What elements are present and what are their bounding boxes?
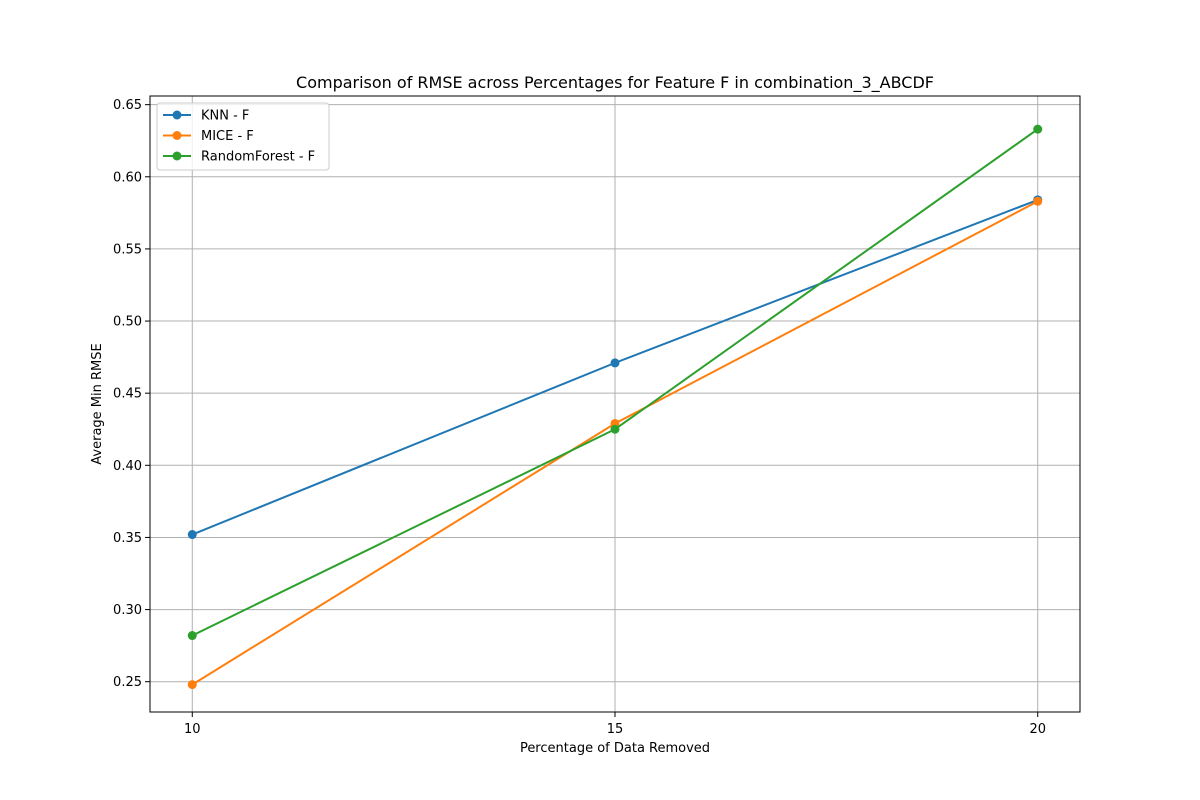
x-tick-label: 20 xyxy=(1029,722,1046,737)
y-tick-label: 0.45 xyxy=(113,387,142,402)
data-point xyxy=(187,680,197,690)
data-point xyxy=(1033,196,1043,206)
data-point xyxy=(610,424,620,434)
y-tick-label: 0.40 xyxy=(113,459,142,474)
legend-item: MICE - F xyxy=(163,129,254,144)
y-tick-label: 0.60 xyxy=(113,170,142,185)
x-axis-label: Percentage of Data Removed xyxy=(520,741,710,756)
legend-label: RandomForest - F xyxy=(201,150,315,165)
y-axis-label: Average Min RMSE xyxy=(90,343,105,464)
x-tick-label: 15 xyxy=(607,722,624,737)
data-point xyxy=(187,631,197,641)
data-point xyxy=(187,530,197,540)
y-tick-label: 0.35 xyxy=(113,531,142,546)
legend-item: RandomForest - F xyxy=(163,150,315,165)
legend-marker xyxy=(172,131,182,140)
legend-label: KNN - F xyxy=(201,109,249,124)
legend-item: KNN - F xyxy=(163,109,249,124)
chart-title: Comparison of RMSE across Percentages fo… xyxy=(296,73,934,93)
series-3 xyxy=(187,124,1043,641)
legend-label: MICE - F xyxy=(201,129,254,144)
y-tick-label: 0.55 xyxy=(113,242,142,257)
legend-marker xyxy=(172,151,182,161)
x-tick-label: 10 xyxy=(184,722,201,737)
y-tick-label: 0.50 xyxy=(113,315,142,330)
y-tick-label: 0.25 xyxy=(113,675,142,690)
axis-ticks: 10 15 20 0.25 0.30 0.35 0.40 0.45 0.50 0.55 0.60 0.… xyxy=(113,98,1046,737)
legend-marker xyxy=(172,110,182,120)
y-tick-label: 0.65 xyxy=(113,98,142,113)
data-point xyxy=(610,358,620,368)
y-tick-label: 0.30 xyxy=(113,603,142,618)
legend: KNN - F MICE - F RandomForest - F xyxy=(156,102,330,171)
legend-box xyxy=(156,102,330,171)
series-group xyxy=(187,124,1043,690)
data-point xyxy=(1033,124,1043,134)
